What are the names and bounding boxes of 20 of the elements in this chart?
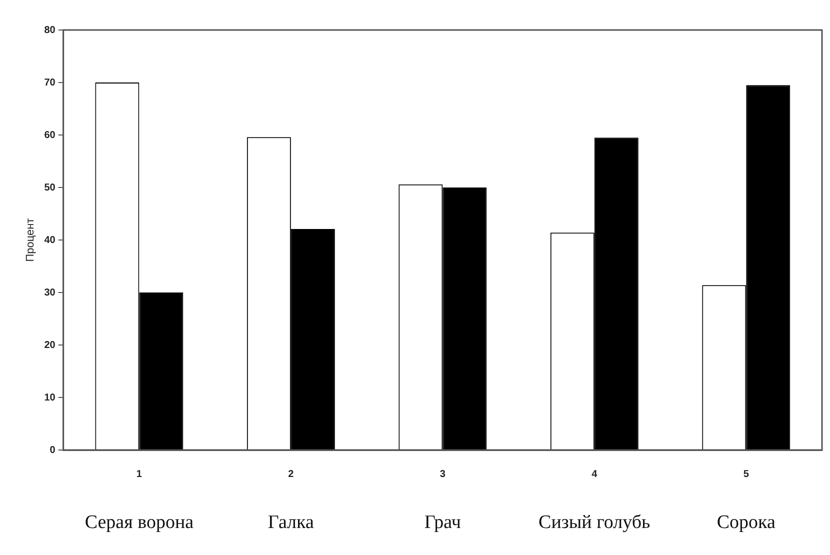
text: Грач: [424, 512, 461, 534]
y-tick-label: 10: [44, 392, 56, 404]
y-axis-title: Процент: [24, 218, 37, 262]
y-tick-label: 20: [44, 340, 56, 351]
text: Сизый голубь: [538, 512, 650, 534]
y-tick-label: 40: [44, 234, 56, 246]
y-tick-label: 80: [44, 24, 56, 36]
x-tick-label: 5: [743, 468, 750, 480]
y-tick-label: 0: [50, 444, 56, 456]
y-tick-label: 30: [44, 287, 56, 298]
text: Серая ворона: [84, 512, 194, 534]
text: Сорока: [716, 512, 776, 534]
y-tick-label: 60: [44, 130, 56, 141]
x-tick-label: 4: [592, 468, 598, 480]
y-tick-label: 70: [44, 77, 56, 88]
text: Галка: [268, 512, 314, 534]
x-tick-label: 1: [136, 468, 142, 480]
x-tick-label: 2: [288, 468, 294, 480]
y-tick-label: 50: [44, 182, 56, 194]
x-tick-label: 3: [440, 468, 446, 480]
